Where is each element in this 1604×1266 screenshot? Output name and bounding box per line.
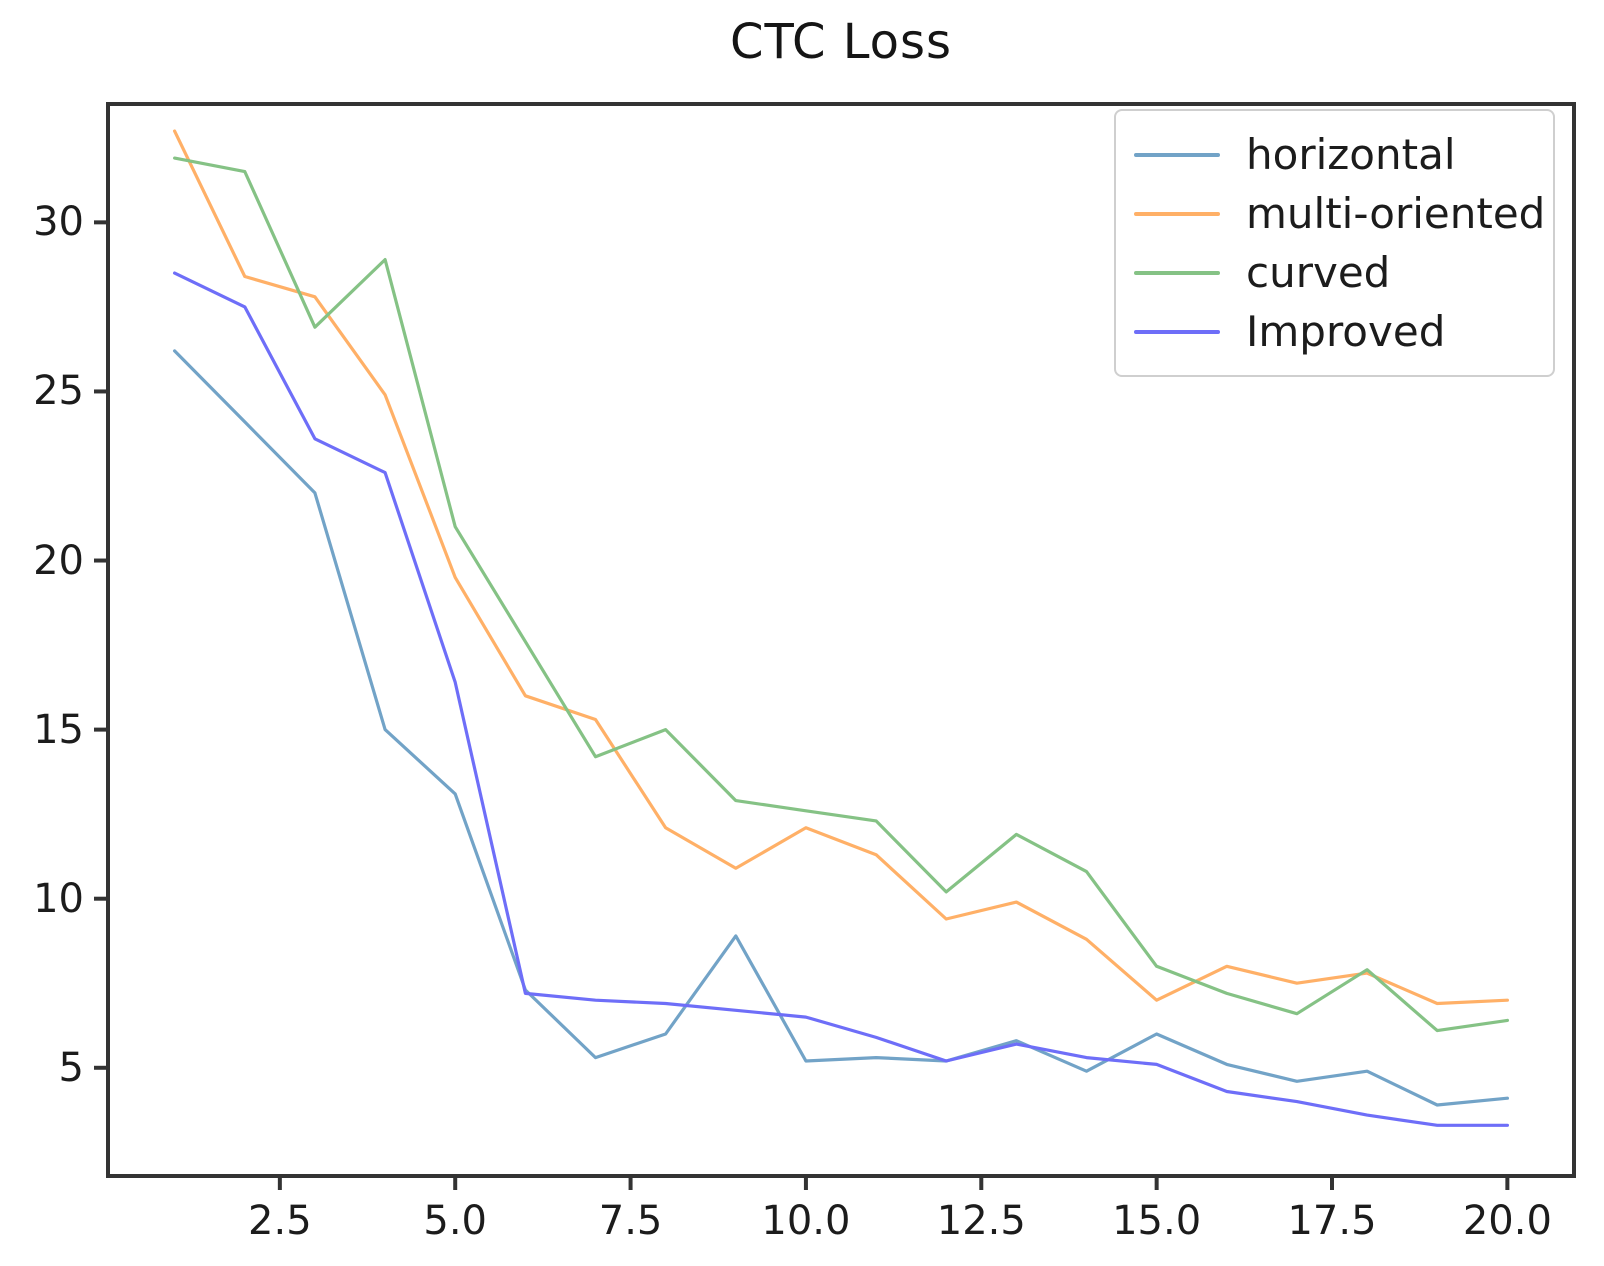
x-tick-label: 12.5: [936, 1198, 1026, 1244]
plot-border: [106, 102, 1576, 1178]
legend-item-horizontal: horizontal: [1134, 126, 1535, 184]
x-tick-label: 5.0: [423, 1198, 488, 1244]
y-tick-label: 10: [33, 875, 84, 922]
legend-line-swatch: [1134, 270, 1220, 275]
legend-item-label: curved: [1246, 247, 1391, 297]
series-line-Improved: [173, 271, 1510, 1127]
x-tick-label: 2.5: [248, 1198, 312, 1244]
legend-item-label: Improved: [1246, 306, 1446, 356]
x-tick-label: 17.5: [1287, 1198, 1377, 1244]
legend-line-swatch: [1134, 211, 1220, 216]
series-line-horizontal: [173, 349, 1510, 1107]
x-tick-label: 15.0: [1112, 1198, 1202, 1244]
y-tick-label: 25: [33, 368, 84, 415]
legend-item-label: multi-oriented: [1246, 188, 1546, 238]
legend-item-multi-oriented: multi-oriented: [1134, 185, 1545, 243]
legend-item-curved: curved: [1134, 244, 1535, 302]
legend-item-Improved: Improved: [1134, 303, 1535, 361]
x-tick-label: 10.0: [761, 1198, 851, 1244]
x-tick-label: 20.0: [1462, 1198, 1552, 1244]
legend: horizontal multi-oriented curved Improve…: [1114, 109, 1555, 377]
chart-title: CTC Loss: [729, 14, 953, 70]
y-tick-label: 20: [33, 537, 84, 584]
x-tick-label: 7.5: [598, 1198, 663, 1244]
series-line-curved: [173, 156, 1510, 1033]
series-line-multi-oriented: [173, 129, 1510, 1006]
y-tick-label: 30: [33, 199, 84, 246]
legend-line-swatch: [1134, 329, 1220, 334]
y-tick-label: 15: [33, 706, 84, 753]
legend-line-swatch: [1134, 152, 1220, 157]
y-tick-label: 5: [58, 1044, 84, 1091]
legend-item-label: horizontal: [1246, 129, 1456, 179]
